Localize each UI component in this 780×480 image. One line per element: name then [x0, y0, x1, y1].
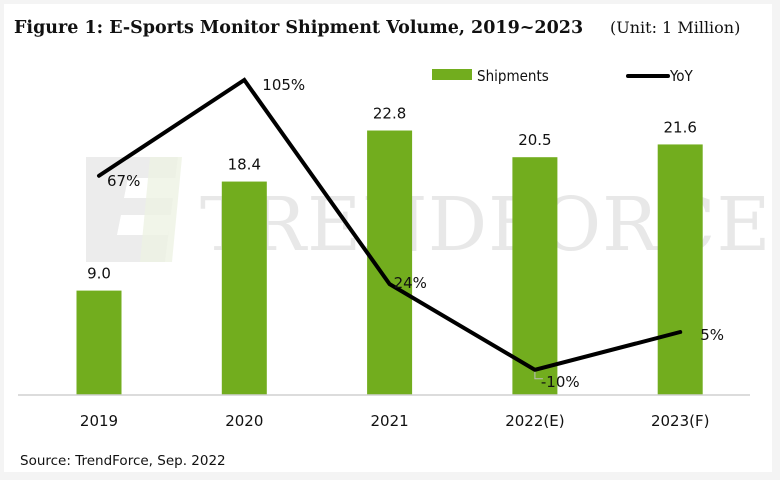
x-tick-label: 2021 — [371, 412, 409, 430]
x-tick-label: 2023(F) — [651, 412, 710, 430]
yoy-value-label: 24% — [394, 274, 427, 292]
unit-label: (Unit: 1 Million) — [610, 18, 740, 37]
bar-value-label: 9.0 — [87, 265, 111, 283]
x-tick-label: 2022(E) — [505, 412, 564, 430]
yoy-value-label: 105% — [262, 76, 305, 94]
legend: Shipments YoY — [432, 67, 694, 85]
x-tick-label: 2020 — [225, 412, 263, 430]
x-tick-label: 2019 — [80, 412, 118, 430]
bar-2019 — [76, 290, 122, 395]
bar-value-label: 20.5 — [518, 131, 551, 149]
label-leader-line — [534, 371, 543, 380]
yoy-value-label: 67% — [107, 172, 140, 190]
source-note: Source: TrendForce, Sep. 2022 — [20, 453, 226, 469]
legend-label-yoy: YoY — [669, 67, 694, 85]
legend-swatch-shipments — [432, 69, 472, 80]
yoy-value-label: 5% — [700, 326, 724, 344]
chart-title: Figure 1: E-Sports Monitor Shipment Volu… — [14, 18, 583, 38]
watermark-logo-icon — [86, 157, 182, 262]
yoy-value-label: -10% — [541, 373, 580, 391]
bar-value-label: 22.8 — [373, 105, 406, 123]
legend-label-shipments: Shipments — [477, 67, 549, 85]
bar-value-label: 18.4 — [228, 156, 261, 174]
bar-2022(E) — [512, 157, 558, 395]
bar-value-label: 21.6 — [663, 118, 696, 136]
bar-2023(F) — [657, 144, 703, 395]
bar-2020 — [221, 181, 267, 395]
